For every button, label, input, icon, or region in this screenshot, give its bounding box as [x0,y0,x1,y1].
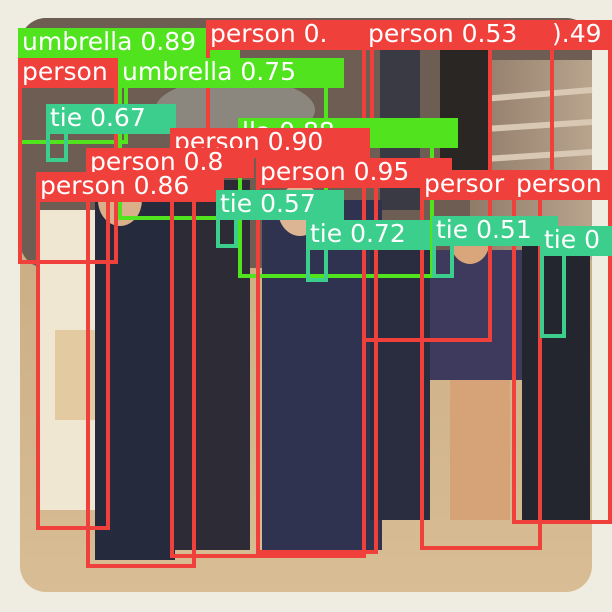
tie-detection-label: tie 0.67 [46,104,176,134]
umbrella-detection-label: umbrella 0.75 [118,58,344,88]
umbrella-detection-label: umbrella 0.89 [18,28,240,58]
tie-detection-label: tie 0 [540,226,612,256]
person-detection-label: person 0.86 [36,172,224,202]
person-detection-label: person [18,58,126,88]
person-detection-label: person [512,170,612,200]
person-detection-label: person 0.53 [364,20,552,50]
tie-detection-label: tie 0.57 [216,190,344,220]
person-detection-label: person 0.95 [256,158,452,188]
tie-detection-label: tie 0.72 [306,220,430,250]
person-detection-label: ).49 [548,20,612,50]
person-detection-label: persor [420,170,520,200]
person-bounding-box [36,172,110,530]
person-detection-label: person 0. [206,20,372,50]
tie-detection-label: tie 0.51 [432,216,558,246]
